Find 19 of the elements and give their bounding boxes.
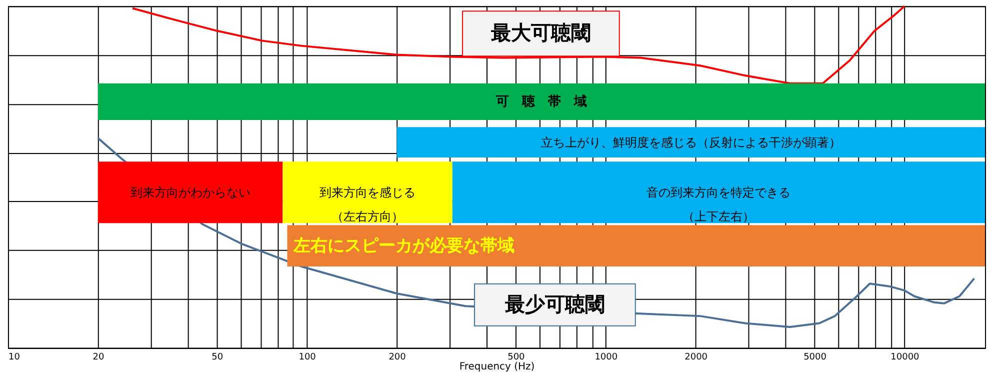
x-tick-label: 50 bbox=[212, 352, 224, 362]
x-tick-label: 10000 bbox=[890, 352, 920, 362]
x-axis-title: Frequency (Hz) bbox=[459, 361, 535, 372]
x-tick-label: 100 bbox=[298, 352, 316, 362]
band-label: 到来方向がわからない bbox=[130, 185, 250, 200]
band-label: 到来方向を感じる（左右方向） bbox=[320, 185, 416, 224]
band-label: 左右にスピーカが必要な帯域 bbox=[292, 236, 515, 256]
x-tick-label: 20 bbox=[92, 352, 104, 362]
x-tick-label: 2000 bbox=[684, 352, 708, 362]
band-label: 立ち上がり、鮮明度を感じる（反射による干渉が顕著） bbox=[540, 135, 841, 150]
x-tick-label: 200 bbox=[388, 352, 406, 362]
x-tick-label: 10 bbox=[8, 352, 20, 362]
annotation: 最少可聴閾 bbox=[504, 292, 605, 316]
band-label: 音の到来方向を特定できる（上下左右） bbox=[646, 185, 791, 224]
x-tick-label: 500 bbox=[508, 352, 526, 362]
x-tick-label: 1000 bbox=[594, 352, 618, 362]
x-tick-label: 5000 bbox=[804, 352, 827, 362]
annotation: 最大可聴閾 bbox=[490, 20, 591, 45]
band-label: 可 聴 帯 域 bbox=[494, 94, 587, 110]
